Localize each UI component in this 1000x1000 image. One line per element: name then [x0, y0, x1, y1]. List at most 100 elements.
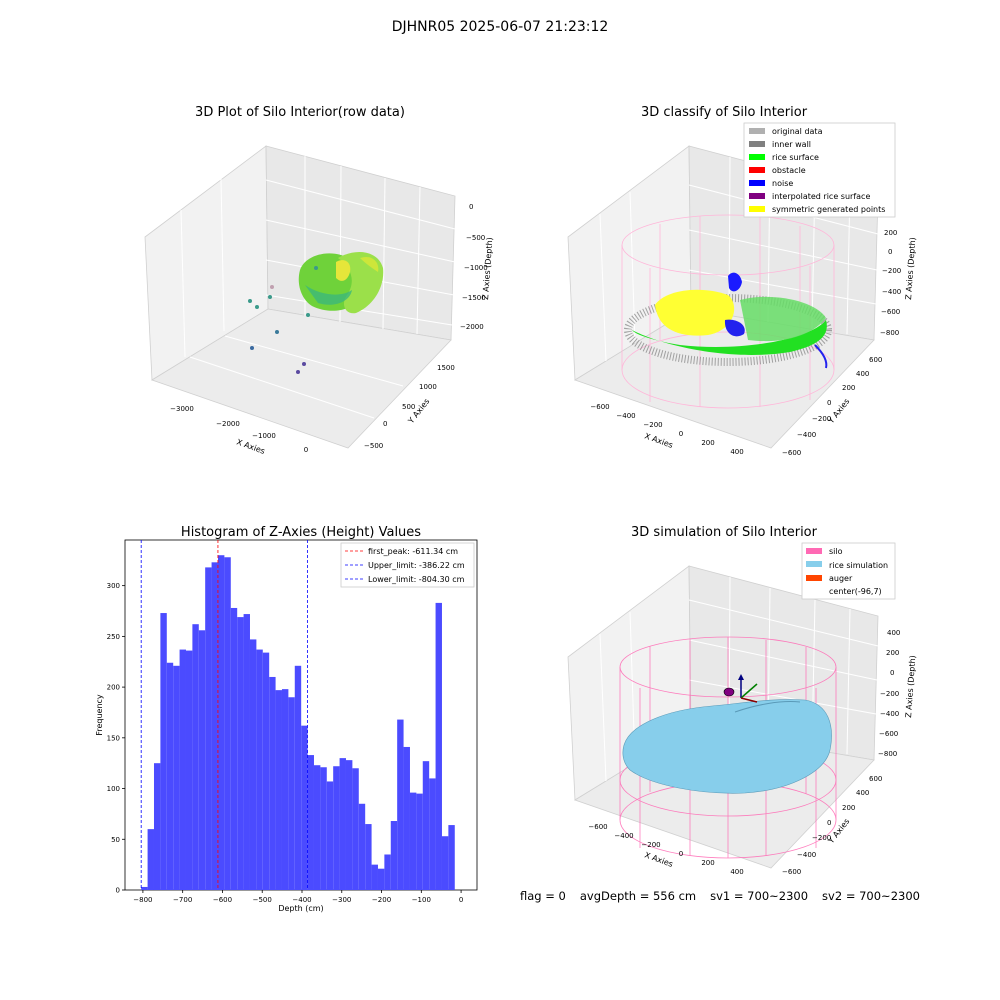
classify-y-tick: 200	[842, 384, 855, 392]
hist-bar	[352, 768, 359, 890]
sim-z-tick: −600	[879, 730, 898, 738]
hist-bar	[403, 746, 410, 890]
legend-obstacle: obstacle	[772, 166, 806, 175]
classify-z-label: Z Axies (Depth)	[904, 237, 917, 300]
classify-x-ticks: −600 −400 −200 0 200 400	[590, 403, 743, 456]
raw-z-ticks: 0 −500 −1000 −1500 −2000	[460, 203, 488, 331]
raw-z-label: Z Axies (Depth)	[481, 237, 494, 300]
hist-bar	[166, 662, 174, 890]
sim-y-tick: −200	[812, 834, 831, 842]
legend-inner-wall: inner wall	[772, 140, 811, 149]
raw-y-ticks: −500 0 500 1000 1500	[364, 364, 455, 450]
sim-x-tick: −600	[588, 823, 607, 831]
hist-bar	[301, 725, 308, 890]
panel-raw-3d: 3D Plot of Silo Interior(row data)	[144, 105, 494, 456]
hist-bar	[173, 665, 180, 890]
hist-bar	[185, 650, 193, 890]
legend-original-data: original data	[772, 127, 823, 136]
classify-x-tick: −200	[643, 421, 662, 429]
sim-y-tick: −400	[797, 851, 816, 859]
sim-z-label: Z Axies (Depth)	[904, 655, 917, 718]
raw-3d-points	[298, 252, 384, 314]
hist-x-tick-label: 0	[459, 896, 463, 904]
raw-y-tick: 500	[402, 403, 415, 411]
classify-z-tick: 200	[884, 229, 897, 237]
hist-bar	[320, 767, 327, 890]
hist-bar	[237, 617, 244, 890]
hist-y-tick-label: 300	[107, 582, 120, 590]
hist-x-tick-label: −500	[253, 896, 272, 904]
classify-y-tick: 0	[827, 399, 831, 407]
classify-points	[624, 272, 832, 369]
classify-z-tick: −600	[881, 308, 900, 316]
sim-z-tick: 200	[886, 649, 899, 657]
legend-swatch-silo	[806, 548, 822, 554]
classify-x-tick: 0	[679, 430, 683, 438]
raw-x-label: X Axies	[235, 437, 266, 456]
hist-legend-lower-limit: Lower_limit: -804.30 cm	[368, 575, 465, 584]
sim-legend-rice-simulation: rice simulation	[829, 561, 888, 570]
hist-bar	[397, 719, 404, 890]
hist-bar	[294, 665, 302, 890]
hist-bar	[192, 624, 199, 890]
raw-z-tick: −1500	[462, 294, 486, 302]
hist-bar	[409, 792, 417, 890]
hist-y-ticks: 0 50 100 150 200 250 300	[107, 582, 125, 895]
legend-swatch-rice-surface	[749, 154, 765, 160]
classify-y-tick: 600	[869, 356, 882, 364]
legend-swatch-noise	[749, 180, 765, 186]
hist-y-tick-label: 100	[107, 785, 120, 793]
hist-bar	[448, 825, 455, 890]
hist-bar	[371, 864, 378, 890]
raw-3d-outliers	[248, 266, 318, 374]
hist-bar	[205, 567, 212, 890]
hist-bar	[281, 689, 289, 890]
hist-bar	[339, 758, 346, 890]
raw-y-label: Y Axies	[406, 397, 432, 426]
classify-y-tick: 400	[856, 370, 869, 378]
hist-bar	[217, 555, 225, 890]
sim-y-tick: 600	[869, 775, 882, 783]
raw-x-tick: 0	[304, 446, 308, 454]
hist-bar	[384, 854, 391, 890]
sim-z-tick: −400	[880, 710, 899, 718]
hist-bar	[377, 868, 385, 890]
hist-bar	[429, 778, 436, 890]
sim-legend-auger: auger	[829, 574, 853, 583]
hist-y-tick-label: 150	[107, 734, 120, 742]
flag-text: flag = 0	[520, 889, 566, 903]
classify-y-tick: −600	[782, 449, 801, 457]
sim-x-ticks: −600 −400 −200 0 200 400	[588, 823, 743, 876]
hist-x-tick-label: −300	[332, 896, 351, 904]
hist-bar	[345, 760, 353, 890]
hist-legend: first_peak: -611.34 cm Upper_limit: -386…	[340, 542, 475, 588]
hist-x-tick-label: −200	[372, 896, 391, 904]
legend-swatch-obstacle	[749, 167, 765, 173]
hist-bar	[256, 649, 263, 890]
sim-x-tick: 0	[679, 850, 683, 858]
classify-y-tick: −400	[797, 431, 816, 439]
sim-x-tick: −400	[614, 832, 633, 840]
hist-x-tick-label: −700	[173, 896, 192, 904]
sim-y-ticks: −600 −400 −200 0 200 400 600	[782, 775, 882, 876]
hist-bar	[160, 613, 167, 890]
legend-rice-surface: rice surface	[772, 153, 819, 162]
hist-y-tick-label: 0	[116, 887, 120, 895]
raw-x-tick: −2000	[216, 420, 240, 428]
avg-depth-text: avgDepth = 556 cm	[579, 889, 697, 903]
sim-y-tick: 0	[827, 819, 831, 827]
classify-z-tick: −200	[882, 267, 901, 275]
hist-bar	[333, 766, 340, 890]
sv1-text: sv1 = 700~2300	[710, 889, 809, 903]
classify-z-tick: 0	[888, 248, 892, 256]
hist-x-label: Depth (cm)	[278, 904, 323, 913]
classify-x-tick: 200	[701, 439, 714, 447]
hist-bar	[307, 755, 314, 890]
sim-plot-title: 3D simulation of Silo Interior	[631, 525, 818, 540]
classify-z-ticks: 200 0 −200 −400 −600 −800	[880, 229, 901, 337]
raw-z-tick: −1000	[464, 264, 488, 272]
classify-y-tick: −200	[812, 415, 831, 423]
hist-x-tick-label: −400	[292, 896, 311, 904]
sim-z-tick: 0	[890, 669, 894, 677]
